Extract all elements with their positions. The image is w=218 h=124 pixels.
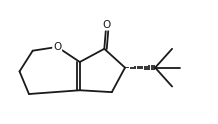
Text: O: O [102, 20, 110, 30]
Text: O: O [53, 42, 61, 52]
